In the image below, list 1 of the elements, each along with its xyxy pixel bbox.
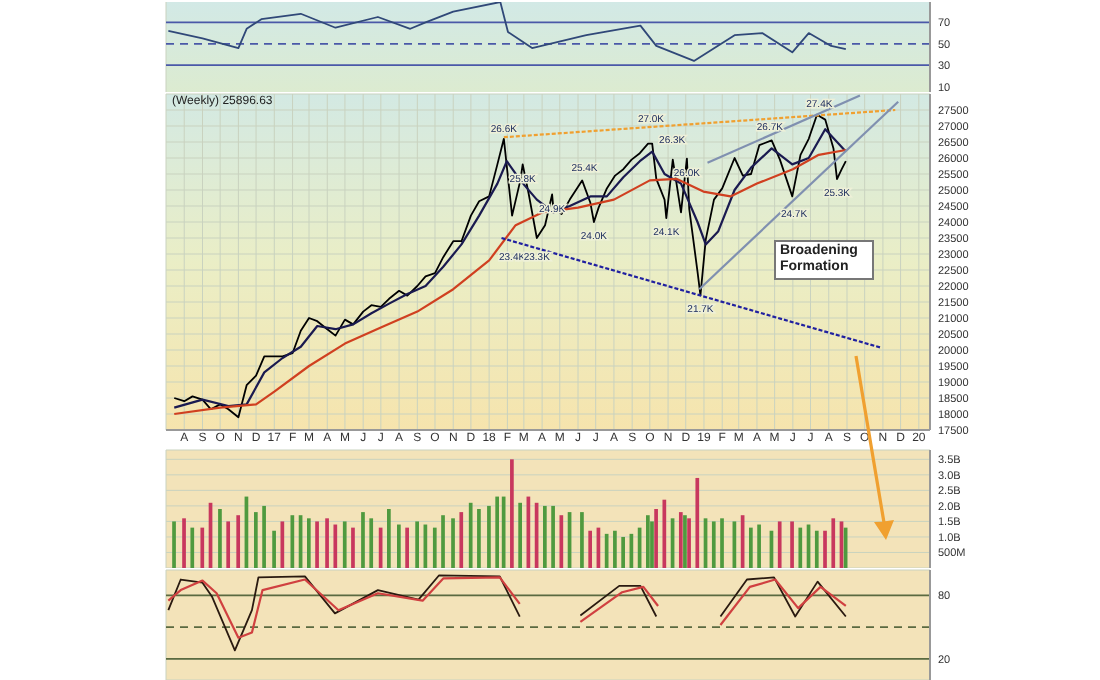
line-series bbox=[167, 2, 847, 62]
